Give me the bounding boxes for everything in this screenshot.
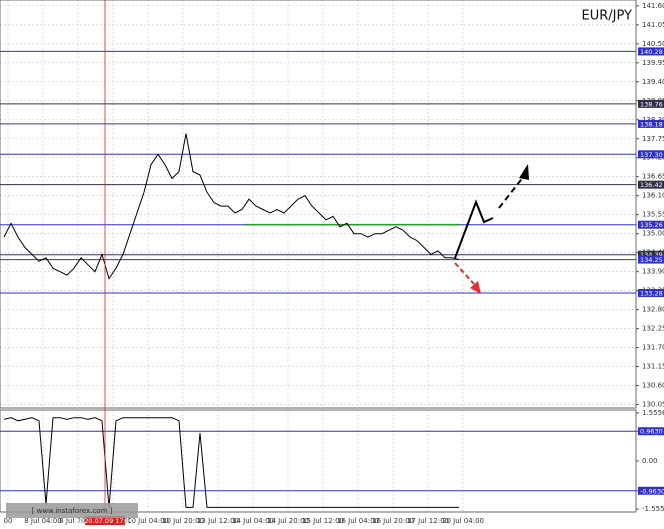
level-label: 133.28 <box>640 290 663 298</box>
forecast-up <box>454 199 494 259</box>
watermark: [ www.instaforex.com ] <box>32 507 113 515</box>
y-tick-label: 132.25 <box>642 325 664 333</box>
x-tick-label: 10 Jul 04:00 <box>127 517 169 525</box>
level-label: 138.18 <box>640 120 663 128</box>
x-tick-label: 14 Jul 04:00 <box>232 517 274 525</box>
x-tick-label: 8 Jul 20:00 <box>59 517 97 525</box>
level-label-box <box>638 180 664 189</box>
level-label-box <box>638 289 664 298</box>
y-tick-label: 135.55 <box>642 211 664 219</box>
x-tick-label: 00 <box>4 517 13 525</box>
level-label-box <box>638 150 664 159</box>
forecast-up-head <box>519 164 529 180</box>
level-label-box <box>638 427 664 436</box>
x-tick-label: 15 Jul 12:00 <box>302 517 344 525</box>
x-tick-label: 13 Jul 12:00 <box>197 517 239 525</box>
watermark-box <box>6 503 138 518</box>
y-tick-label: 136.65 <box>642 173 664 181</box>
forecast-up-dashed <box>498 175 525 209</box>
level-label-box <box>638 47 664 56</box>
series-line <box>3 417 459 508</box>
y-tick-label: 141.60 <box>642 2 664 10</box>
y-tick-label: 140.50 <box>642 40 664 48</box>
forecast-down-head <box>470 281 481 294</box>
y-tick-label: 131.15 <box>642 363 664 371</box>
level-label: 138.76 <box>640 100 663 108</box>
level-label: 134.39 <box>640 251 663 259</box>
level-label: 140.28 <box>640 48 663 56</box>
y-tick-label: 136.10 <box>642 192 664 200</box>
y-tick-label: 135.00 <box>642 230 664 238</box>
y-tick-label: 130.60 <box>642 382 664 390</box>
x-tick-label: 14 Jul 20:00 <box>267 517 309 525</box>
level-label-box <box>638 119 664 128</box>
y-tick-label: 0.00 <box>642 457 658 465</box>
level-label: -0.9630 <box>640 487 664 495</box>
panel-frame <box>0 409 637 513</box>
level-label: 134.25 <box>640 256 663 264</box>
x-tick-label: 8 Jul 04:00 <box>24 517 62 525</box>
level-label: 0.9630 <box>640 428 663 436</box>
x-tick-label: 20 Jul 04:00 <box>442 517 484 525</box>
y-tick-label: 138.30 <box>642 116 664 124</box>
marker-label: 2020.07.09 17:00 <box>76 517 134 525</box>
forecast-down-dashed <box>454 262 475 285</box>
y-tick-label: 1.5556 <box>642 409 664 417</box>
series-line <box>3 133 460 280</box>
y-tick-label: 141.05 <box>642 21 664 29</box>
level-label: 136.42 <box>640 181 663 189</box>
y-tick-label: 131.70 <box>642 344 664 352</box>
level-label: 135.26 <box>640 221 663 229</box>
level-label-box <box>638 250 664 259</box>
marker-label-box <box>85 516 125 525</box>
y-tick-label: -1.5556 <box>642 505 664 513</box>
level-label-box <box>638 255 664 264</box>
y-tick-label: 139.95 <box>642 59 664 67</box>
level-label: 137.30 <box>640 151 663 159</box>
y-tick-label: 132.80 <box>642 306 664 314</box>
x-tick-label: 17 Jul 12:00 <box>407 517 449 525</box>
y-tick-label: 137.75 <box>642 135 664 143</box>
x-tick-label: 16 Jul 04:00 <box>337 517 379 525</box>
y-tick-label: 130.05 <box>642 401 664 409</box>
chart-title: EUR/JPY <box>582 9 633 24</box>
x-tick-label: 10 Jul 20:00 <box>162 517 204 525</box>
level-label-box <box>638 220 664 229</box>
x-tick-label: 16 Jul 20:00 <box>372 517 414 525</box>
y-tick-label: 133.90 <box>642 268 664 276</box>
level-label-box <box>638 99 664 108</box>
level-label-box <box>638 486 664 495</box>
y-tick-label: 139.40 <box>642 78 664 86</box>
panel-frame <box>0 0 637 409</box>
